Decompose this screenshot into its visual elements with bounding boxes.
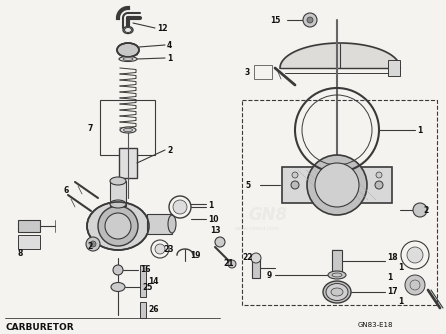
Ellipse shape <box>323 281 351 303</box>
Ellipse shape <box>117 43 139 57</box>
Bar <box>252 258 260 278</box>
Circle shape <box>405 275 425 295</box>
Circle shape <box>228 260 236 268</box>
Bar <box>332 250 342 272</box>
Text: 2: 2 <box>167 146 172 155</box>
Ellipse shape <box>111 283 125 292</box>
Text: 18: 18 <box>387 254 398 263</box>
Text: 2: 2 <box>87 241 92 250</box>
Text: 1: 1 <box>398 298 403 307</box>
Ellipse shape <box>120 127 136 133</box>
Circle shape <box>307 17 313 23</box>
Text: 9: 9 <box>267 271 272 280</box>
Text: 1: 1 <box>398 264 403 273</box>
Text: 1: 1 <box>417 126 422 135</box>
Text: 7: 7 <box>88 124 93 133</box>
Ellipse shape <box>123 57 133 60</box>
Ellipse shape <box>328 271 346 279</box>
Text: 21: 21 <box>223 260 234 269</box>
Circle shape <box>413 203 427 217</box>
Text: 23: 23 <box>163 244 173 254</box>
Ellipse shape <box>331 288 343 296</box>
Circle shape <box>155 244 165 254</box>
Bar <box>254 65 272 79</box>
Text: GN8: GN8 <box>248 206 287 224</box>
Bar <box>140 265 146 297</box>
Circle shape <box>375 181 383 189</box>
Circle shape <box>291 181 299 189</box>
Text: 14: 14 <box>148 278 158 287</box>
Ellipse shape <box>332 273 342 277</box>
Text: 3: 3 <box>245 67 250 76</box>
Circle shape <box>98 206 138 246</box>
Circle shape <box>307 155 367 215</box>
Text: 15: 15 <box>270 15 281 24</box>
Bar <box>110 181 126 206</box>
Ellipse shape <box>124 27 132 32</box>
Circle shape <box>315 163 359 207</box>
Ellipse shape <box>110 177 126 185</box>
Circle shape <box>86 237 100 251</box>
Circle shape <box>251 253 261 263</box>
Text: GN83-E18: GN83-E18 <box>358 322 393 328</box>
Bar <box>147 214 172 234</box>
Text: 19: 19 <box>190 252 201 261</box>
Ellipse shape <box>119 56 137 61</box>
Ellipse shape <box>87 202 149 250</box>
Circle shape <box>376 172 382 178</box>
Bar <box>388 60 400 76</box>
Text: 22: 22 <box>242 254 252 263</box>
Ellipse shape <box>123 26 133 33</box>
Circle shape <box>292 172 298 178</box>
Text: 1: 1 <box>208 200 213 209</box>
Text: 6: 6 <box>63 185 68 194</box>
Text: 16: 16 <box>140 266 150 275</box>
Circle shape <box>303 13 317 27</box>
Text: www.cmsnl.com: www.cmsnl.com <box>235 226 280 231</box>
Bar <box>18 235 40 249</box>
Text: 17: 17 <box>387 288 398 297</box>
Bar <box>119 148 137 178</box>
Circle shape <box>90 241 96 247</box>
Bar <box>140 302 146 318</box>
Circle shape <box>215 237 225 247</box>
Ellipse shape <box>110 200 126 208</box>
Circle shape <box>410 280 420 290</box>
Text: CARBURETOR: CARBURETOR <box>5 323 74 332</box>
Text: 12: 12 <box>157 23 168 32</box>
Ellipse shape <box>168 215 176 233</box>
Circle shape <box>113 265 123 275</box>
Bar <box>100 100 155 155</box>
Text: 1: 1 <box>387 274 392 283</box>
Circle shape <box>173 200 187 214</box>
Ellipse shape <box>124 128 132 132</box>
Text: 1: 1 <box>167 53 172 62</box>
Text: 25: 25 <box>142 283 153 292</box>
Ellipse shape <box>326 284 348 301</box>
Text: 8: 8 <box>18 249 23 259</box>
Text: 5: 5 <box>245 180 250 189</box>
Bar <box>282 167 392 203</box>
Bar <box>242 100 437 305</box>
Text: 2: 2 <box>423 205 428 214</box>
Text: 13: 13 <box>210 225 220 234</box>
Circle shape <box>105 213 131 239</box>
Text: 10: 10 <box>208 214 219 223</box>
Circle shape <box>407 247 423 263</box>
Text: 26: 26 <box>148 306 158 315</box>
Text: 4: 4 <box>167 40 172 49</box>
Bar <box>18 220 40 232</box>
